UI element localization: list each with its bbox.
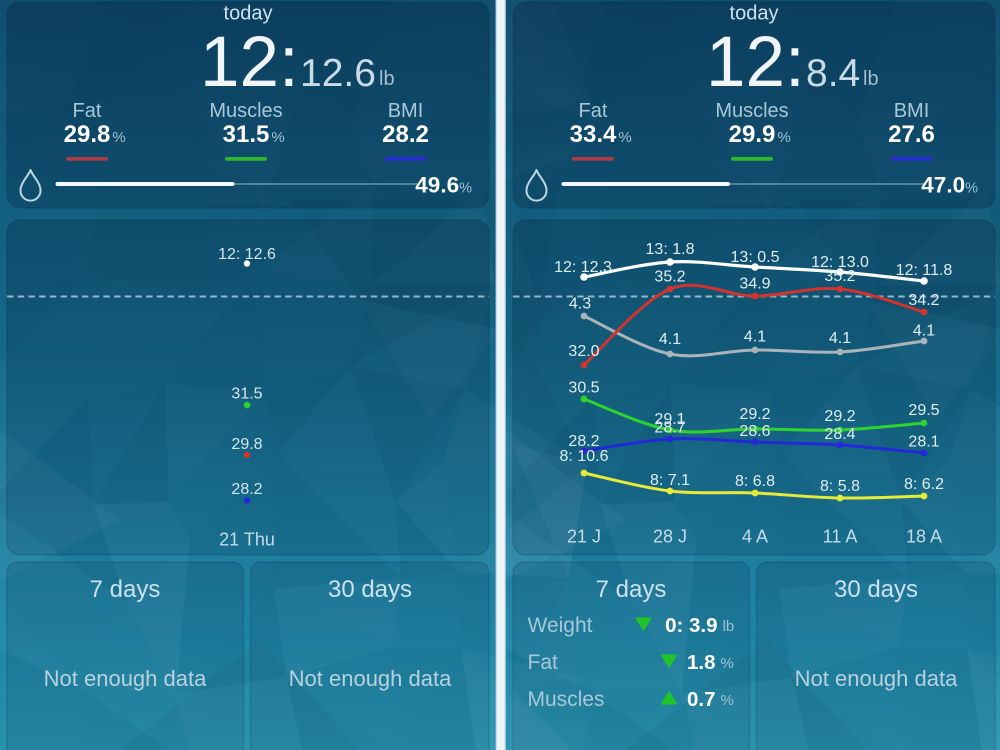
svg-text:1.8: 1.8 (687, 651, 716, 674)
svg-text:34.2: 34.2 (908, 292, 939, 309)
svg-text:Fat: Fat (579, 100, 608, 122)
svg-text:12:: 12: (706, 23, 805, 102)
svg-text:lb: lb (723, 618, 735, 635)
svg-text:27.6: 27.6 (888, 121, 935, 148)
svg-text:28 J: 28 J (653, 527, 687, 547)
svg-text:28.1: 28.1 (908, 434, 939, 451)
svg-text:Weight: Weight (528, 614, 593, 637)
svg-text:29.5: 29.5 (908, 402, 939, 419)
svg-text:%: % (271, 129, 284, 146)
svg-text:13: 0.5: 13: 0.5 (731, 249, 780, 266)
svg-text:29.8: 29.8 (64, 121, 111, 148)
svg-text:0: 3.9: 0: 3.9 (665, 614, 717, 637)
svg-text:4 A: 4 A (742, 527, 768, 547)
svg-text:33.4: 33.4 (570, 121, 617, 148)
svg-text:8: 5.8: 8: 5.8 (820, 478, 860, 495)
svg-text:8: 6.8: 8: 6.8 (735, 473, 775, 490)
svg-text:12:: 12: (200, 23, 299, 102)
svg-text:%: % (618, 129, 631, 146)
svg-text:28.2: 28.2 (382, 121, 429, 148)
svg-text:7 days: 7 days (90, 576, 161, 603)
svg-text:29.1: 29.1 (654, 411, 685, 428)
svg-text:30 days: 30 days (328, 576, 412, 603)
svg-text:%: % (721, 655, 734, 672)
svg-text:34.9: 34.9 (739, 276, 770, 293)
svg-text:BMI: BMI (894, 100, 930, 122)
svg-text:%: % (777, 129, 790, 146)
svg-text:12: 12.3: 12: 12.3 (554, 259, 612, 276)
svg-text:18 A: 18 A (906, 527, 942, 547)
svg-text:Fat: Fat (528, 651, 559, 674)
svg-text:28.4: 28.4 (824, 426, 855, 443)
svg-text:8: 10.6: 8: 10.6 (560, 448, 609, 465)
svg-text:8: 6.2: 8: 6.2 (904, 476, 944, 493)
svg-text:8.4: 8.4 (806, 52, 860, 95)
svg-text:4.1: 4.1 (744, 329, 766, 346)
svg-text:4.1: 4.1 (829, 330, 851, 347)
svg-text:32.0: 32.0 (568, 343, 599, 360)
svg-text:BMI: BMI (388, 100, 424, 122)
svg-text:4.1: 4.1 (659, 331, 681, 348)
svg-text:lb: lb (379, 68, 395, 90)
svg-text:30 days: 30 days (834, 576, 918, 603)
svg-text:today: today (730, 3, 779, 25)
svg-text:Not enough data: Not enough data (795, 666, 958, 691)
svg-text:Muscles: Muscles (715, 100, 788, 122)
svg-text:12: 11.8: 12: 11.8 (896, 262, 953, 279)
svg-text:12: 12.6: 12: 12.6 (218, 246, 276, 263)
svg-text:0.7: 0.7 (687, 688, 716, 711)
svg-text:28.7: 28.7 (654, 420, 685, 437)
svg-text:28.2: 28.2 (568, 433, 599, 450)
svg-text:today: today (224, 3, 273, 25)
svg-text:4.1: 4.1 (913, 323, 935, 340)
svg-text:Not enough data: Not enough data (289, 666, 452, 691)
svg-text:29.9: 29.9 (729, 121, 776, 148)
svg-text:31.5: 31.5 (223, 121, 270, 148)
svg-text:11 A: 11 A (823, 527, 858, 547)
svg-text:28.2: 28.2 (231, 481, 262, 498)
svg-text:%: % (112, 129, 125, 146)
svg-text:Muscles: Muscles (209, 100, 282, 122)
svg-text:Not enough data: Not enough data (44, 666, 207, 691)
svg-text:8: 7.1: 8: 7.1 (650, 472, 690, 489)
svg-text:21 J: 21 J (567, 527, 601, 547)
svg-text:7 days: 7 days (596, 576, 667, 603)
svg-text:12: 13.0: 12: 13.0 (811, 254, 869, 271)
svg-text:Fat: Fat (73, 100, 102, 122)
svg-text:29.8: 29.8 (231, 436, 262, 453)
svg-text:12.6: 12.6 (300, 52, 376, 95)
svg-text:Muscles: Muscles (528, 688, 605, 711)
svg-text:29.2: 29.2 (824, 408, 855, 425)
svg-text:lb: lb (863, 68, 879, 90)
svg-text:%: % (721, 692, 734, 709)
svg-text:30.5: 30.5 (568, 380, 599, 397)
svg-text:4.3: 4.3 (569, 296, 591, 313)
svg-text:35.2: 35.2 (824, 268, 855, 285)
svg-text:21 Thu: 21 Thu (219, 530, 275, 550)
svg-text:13: 1.8: 13: 1.8 (646, 241, 695, 258)
svg-text:28.6: 28.6 (739, 423, 770, 440)
svg-text:29.2: 29.2 (739, 406, 770, 423)
svg-text:35.2: 35.2 (654, 269, 685, 286)
svg-text:31.5: 31.5 (231, 386, 262, 403)
